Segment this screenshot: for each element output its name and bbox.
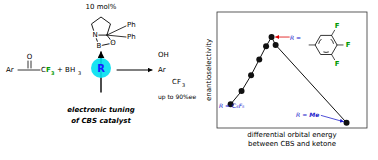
bond (18, 70, 40, 71)
annotation: OH (158, 51, 169, 59)
annotation: B (97, 42, 102, 50)
annotation: R = (296, 111, 307, 118)
annotation: Ph (127, 33, 136, 41)
point (273, 42, 279, 48)
annotation: up to 90%ee (158, 93, 196, 101)
annotation: Ph (127, 21, 136, 29)
arrow (321, 115, 343, 121)
bond (309, 44, 315, 45)
point (256, 56, 262, 62)
arrow (117, 70, 152, 71)
annotation: Ar (158, 66, 166, 74)
annotation: + BH (57, 66, 75, 74)
plot-frame (217, 12, 367, 128)
annotation: electronic tuning (67, 106, 134, 114)
point (344, 120, 350, 126)
annotation: R = C₆F₅ (219, 102, 245, 109)
reaction-scheme: 10 mol%NBOPhPhRArOCF3+ BH3OHArCF3up to 9… (6, 3, 196, 125)
annotation: 3 (182, 82, 185, 88)
x-axis-label: differential orbital energybetween CBS a… (247, 131, 336, 148)
y-axis-label: enantioselectivity (205, 39, 213, 101)
arrow (276, 37, 290, 38)
double-bond (331, 39, 334, 44)
annotation: R (97, 63, 105, 74)
bond (332, 54, 335, 59)
annotation: CF (172, 78, 181, 86)
point (239, 88, 245, 94)
double-bond (323, 51, 328, 53)
point (263, 43, 269, 49)
annotation: R = (290, 34, 301, 41)
bond (31, 61, 32, 68)
annotation: Ar (6, 66, 14, 74)
bond (107, 35, 126, 37)
point (269, 34, 275, 40)
annotation: O (27, 53, 33, 61)
bond (107, 26, 126, 35)
annotation: 3 (51, 70, 55, 76)
annotation: Me (309, 111, 319, 118)
bond (337, 44, 343, 45)
plot-marks (228, 34, 350, 126)
benzene-ring (315, 35, 337, 54)
annotation: N (92, 31, 97, 39)
graph-annotations: R = C₆F₅R =MeR =FFF (219, 22, 351, 122)
annotation: F (346, 41, 351, 49)
annotation: O (110, 39, 116, 47)
annotation: F (335, 22, 340, 30)
annotation: 10 mol% (86, 3, 117, 11)
bond (28, 61, 29, 68)
r-group-circle (91, 58, 111, 78)
annotation: of CBS catalyst (71, 117, 131, 125)
point (248, 72, 254, 78)
bond (332, 30, 335, 35)
x-axis-label-line: between CBS and ketone (248, 140, 336, 148)
annotation: 3 (78, 70, 81, 76)
x-axis-label-line: differential orbital energy (247, 131, 336, 139)
line (231, 37, 347, 123)
annotation: F (335, 60, 340, 68)
double-bond (319, 39, 322, 44)
figure: 10 mol%NBOPhPhRArOCF3+ BH3OHArCF3up to 9… (0, 0, 378, 160)
